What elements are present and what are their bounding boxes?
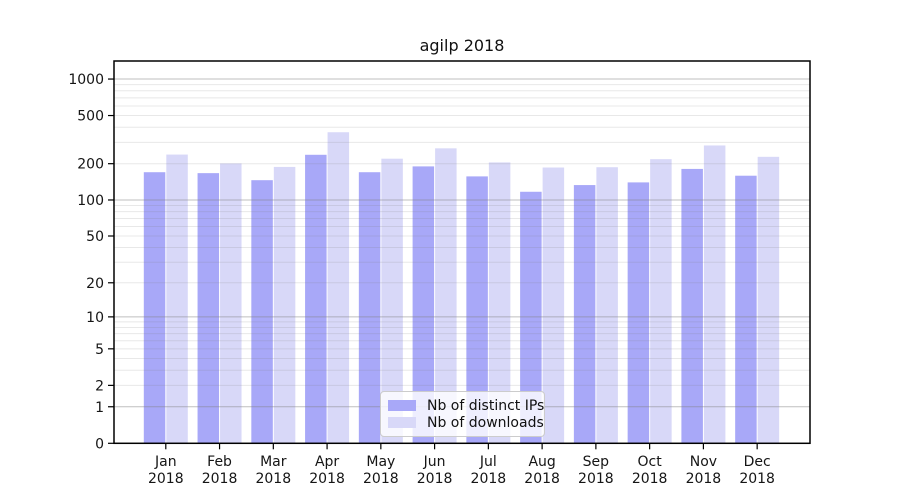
bar-downloads <box>220 163 242 444</box>
bar-downloads <box>273 166 296 444</box>
bar-downloads <box>542 167 565 444</box>
x-tick-label-month: Jan <box>154 454 177 470</box>
bar-distinct-ips <box>735 175 757 444</box>
x-tick-label-year: 2018 <box>739 471 775 487</box>
y-tick-label: 10 <box>86 310 104 326</box>
x-tick-label-month: Sep <box>583 454 610 470</box>
bar-downloads <box>166 154 188 444</box>
x-tick-label-year: 2018 <box>471 471 507 487</box>
x-tick-label-year: 2018 <box>148 471 184 487</box>
axis-frame <box>113 60 811 445</box>
bar-distinct-ips <box>681 168 703 444</box>
x-tick-label-year: 2018 <box>686 471 722 487</box>
chart-title: agilp 2018 <box>419 36 505 55</box>
legend-item-distinct-ips: Nb of distinct IPs <box>387 398 544 414</box>
bar-downloads <box>596 167 618 444</box>
legend: Nb of distinct IPs Nb of downloads <box>380 391 545 437</box>
y-tick-label: 0 <box>95 436 104 452</box>
bar-distinct-ips <box>197 173 220 444</box>
x-tick-label-month: Apr <box>315 454 339 470</box>
bar-downloads <box>327 132 350 444</box>
x-tick-label-month: Dec <box>744 454 771 470</box>
y-tick-label: 100 <box>77 193 104 209</box>
x-tick-label-month: Jun <box>423 454 446 470</box>
x-tick-label-year: 2018 <box>309 471 345 487</box>
legend-swatch-distinct-ips <box>388 400 416 411</box>
bar-downloads <box>435 148 457 444</box>
x-tick-label-year: 2018 <box>363 471 399 487</box>
x-tick-label-year: 2018 <box>632 471 668 487</box>
x-tick-label-month: Mar <box>260 454 287 470</box>
legend-label-distinct-ips: Nb of distinct IPs <box>427 397 545 414</box>
x-tick-label-month: Feb <box>207 454 232 470</box>
x-tick-label-year: 2018 <box>578 471 614 487</box>
x-tick-label-month: Nov <box>690 454 717 470</box>
bar-downloads <box>757 156 780 444</box>
y-tick-label: 1 <box>95 400 104 416</box>
bar-downloads <box>381 158 403 444</box>
bar-distinct-ips <box>573 185 596 444</box>
y-tick-label: 50 <box>86 229 104 245</box>
x-tick-label-month: Aug <box>528 454 555 470</box>
y-tick-label: 500 <box>77 109 104 125</box>
x-tick-label-month: Oct <box>638 454 663 470</box>
y-tick-label: 1000 <box>68 72 104 88</box>
bar-distinct-ips <box>627 182 650 444</box>
bar-distinct-ips <box>466 176 488 444</box>
bar-distinct-ips <box>251 180 273 444</box>
bar-downloads <box>488 162 511 444</box>
y-tick-label: 5 <box>95 342 104 358</box>
x-tick-label-year: 2018 <box>417 471 453 487</box>
x-tick-label-year: 2018 <box>524 471 560 487</box>
bar-downloads <box>650 159 672 444</box>
y-tick-label: 200 <box>77 157 104 173</box>
x-tick-label-year: 2018 <box>202 471 238 487</box>
x-tick-label-month: Jul <box>479 454 497 470</box>
legend-label-downloads: Nb of downloads <box>427 414 544 431</box>
x-tick-label-year: 2018 <box>255 471 291 487</box>
bar-distinct-ips <box>143 172 166 444</box>
legend-item-downloads: Nb of downloads <box>387 415 544 431</box>
bar-distinct-ips <box>358 172 381 444</box>
legend-swatch-downloads <box>388 417 416 428</box>
x-tick-label-month: May <box>366 454 395 470</box>
y-tick-label: 2 <box>95 378 104 394</box>
bar-distinct-ips <box>305 154 327 444</box>
bar-distinct-ips <box>412 166 435 444</box>
bar-downloads <box>703 145 726 444</box>
y-tick-label: 20 <box>86 276 104 292</box>
bar-distinct-ips <box>520 191 542 444</box>
